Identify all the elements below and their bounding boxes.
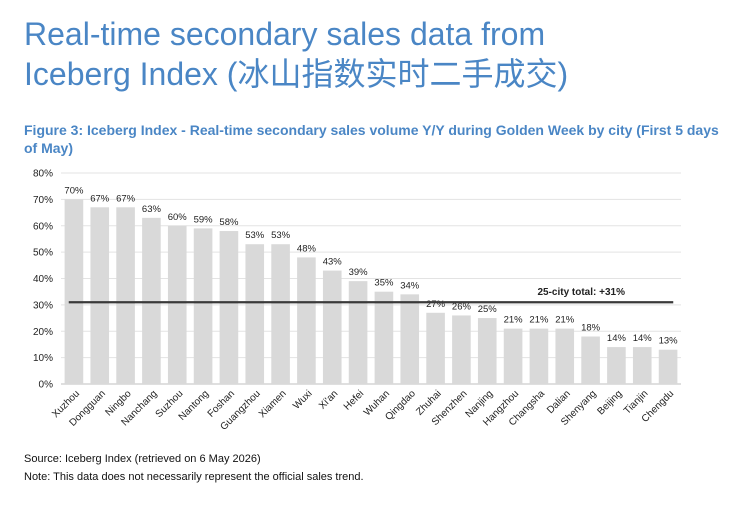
disclaimer-note: Note: This data does not necessarily rep…: [24, 471, 364, 483]
bar-value-label: 53%: [245, 230, 265, 241]
x-tick-label: Beijing: [596, 388, 625, 417]
source-note: Source: Iceberg Index (retrieved on 6 Ma…: [24, 453, 261, 465]
bar: [90, 207, 110, 384]
bar-value-label: 67%: [90, 193, 110, 204]
bar: [193, 228, 213, 384]
bar-value-label: 14%: [607, 333, 627, 344]
bar-value-label: 21%: [555, 315, 575, 326]
y-tick-label: 40%: [33, 274, 53, 285]
page-title: Real-time secondary sales data from Iceb…: [24, 14, 724, 94]
bar-value-label: 59%: [194, 214, 214, 225]
bar: [503, 328, 523, 384]
bar: [167, 225, 187, 384]
bar-value-label: 60%: [168, 212, 188, 223]
y-tick-label: 80%: [33, 169, 53, 180]
y-tick-label: 60%: [33, 221, 53, 232]
bar: [452, 315, 471, 384]
bar-value-label: 18%: [581, 323, 601, 334]
bar: [219, 231, 239, 384]
bar-value-label: 43%: [323, 257, 343, 268]
bar: [142, 217, 161, 384]
bar: [426, 312, 445, 384]
bar: [374, 291, 394, 384]
bar-value-label: 25%: [478, 304, 498, 315]
bar-value-label: 39%: [349, 267, 369, 278]
bar-value-label: 58%: [219, 217, 239, 228]
bar: [245, 244, 265, 384]
bar: [555, 328, 575, 384]
bar-value-label: 67%: [116, 193, 136, 204]
y-tick-label: 20%: [33, 327, 53, 338]
bar: [607, 347, 626, 384]
y-tick-label: 0%: [39, 380, 54, 391]
bar-value-label: 21%: [529, 315, 549, 326]
y-tick-label: 70%: [33, 195, 53, 206]
bar: [116, 207, 135, 384]
bar: [658, 349, 678, 384]
bar-value-label: 26%: [452, 301, 472, 312]
bar-value-label: 34%: [400, 280, 420, 291]
bar: [64, 199, 84, 384]
bar-chart: 0%10%20%30%40%50%60%70%80%70%Xuzhou67%Do…: [33, 169, 681, 433]
bar: [581, 336, 600, 384]
bar-value-label: 14%: [633, 333, 653, 344]
y-tick-label: 10%: [33, 353, 53, 364]
bar: [322, 270, 342, 384]
x-tick-label: Wuxi: [291, 388, 314, 411]
y-tick-label: 50%: [33, 248, 53, 259]
bar: [400, 294, 420, 384]
bar-value-label: 35%: [374, 278, 394, 289]
bar: [271, 244, 290, 384]
bar: [529, 328, 549, 384]
bar-value-label: 63%: [142, 204, 162, 215]
bar-value-label: 70%: [64, 185, 84, 196]
bar-value-label: 48%: [297, 243, 317, 254]
bar-value-label: 53%: [271, 230, 291, 241]
x-tick-label: Xi'an: [317, 388, 340, 411]
bar: [632, 347, 652, 384]
bar: [477, 318, 497, 384]
reference-line-label: 25-city total: +31%: [537, 287, 625, 298]
figure-caption: Figure 3: Iceberg Index - Real-time seco…: [24, 122, 719, 156]
bar-value-label: 13%: [659, 336, 679, 347]
bar: [348, 281, 368, 384]
bar-value-label: 21%: [504, 315, 524, 326]
y-tick-label: 30%: [33, 300, 53, 311]
page-title-line-1: Real-time secondary sales data from: [24, 16, 546, 52]
bar-value-label: 27%: [426, 299, 446, 310]
bar: [297, 257, 316, 384]
x-tick-label: Xiamen: [257, 388, 289, 420]
page-title-line-2: Iceberg Index (冰山指数实时二手成交): [24, 56, 569, 92]
